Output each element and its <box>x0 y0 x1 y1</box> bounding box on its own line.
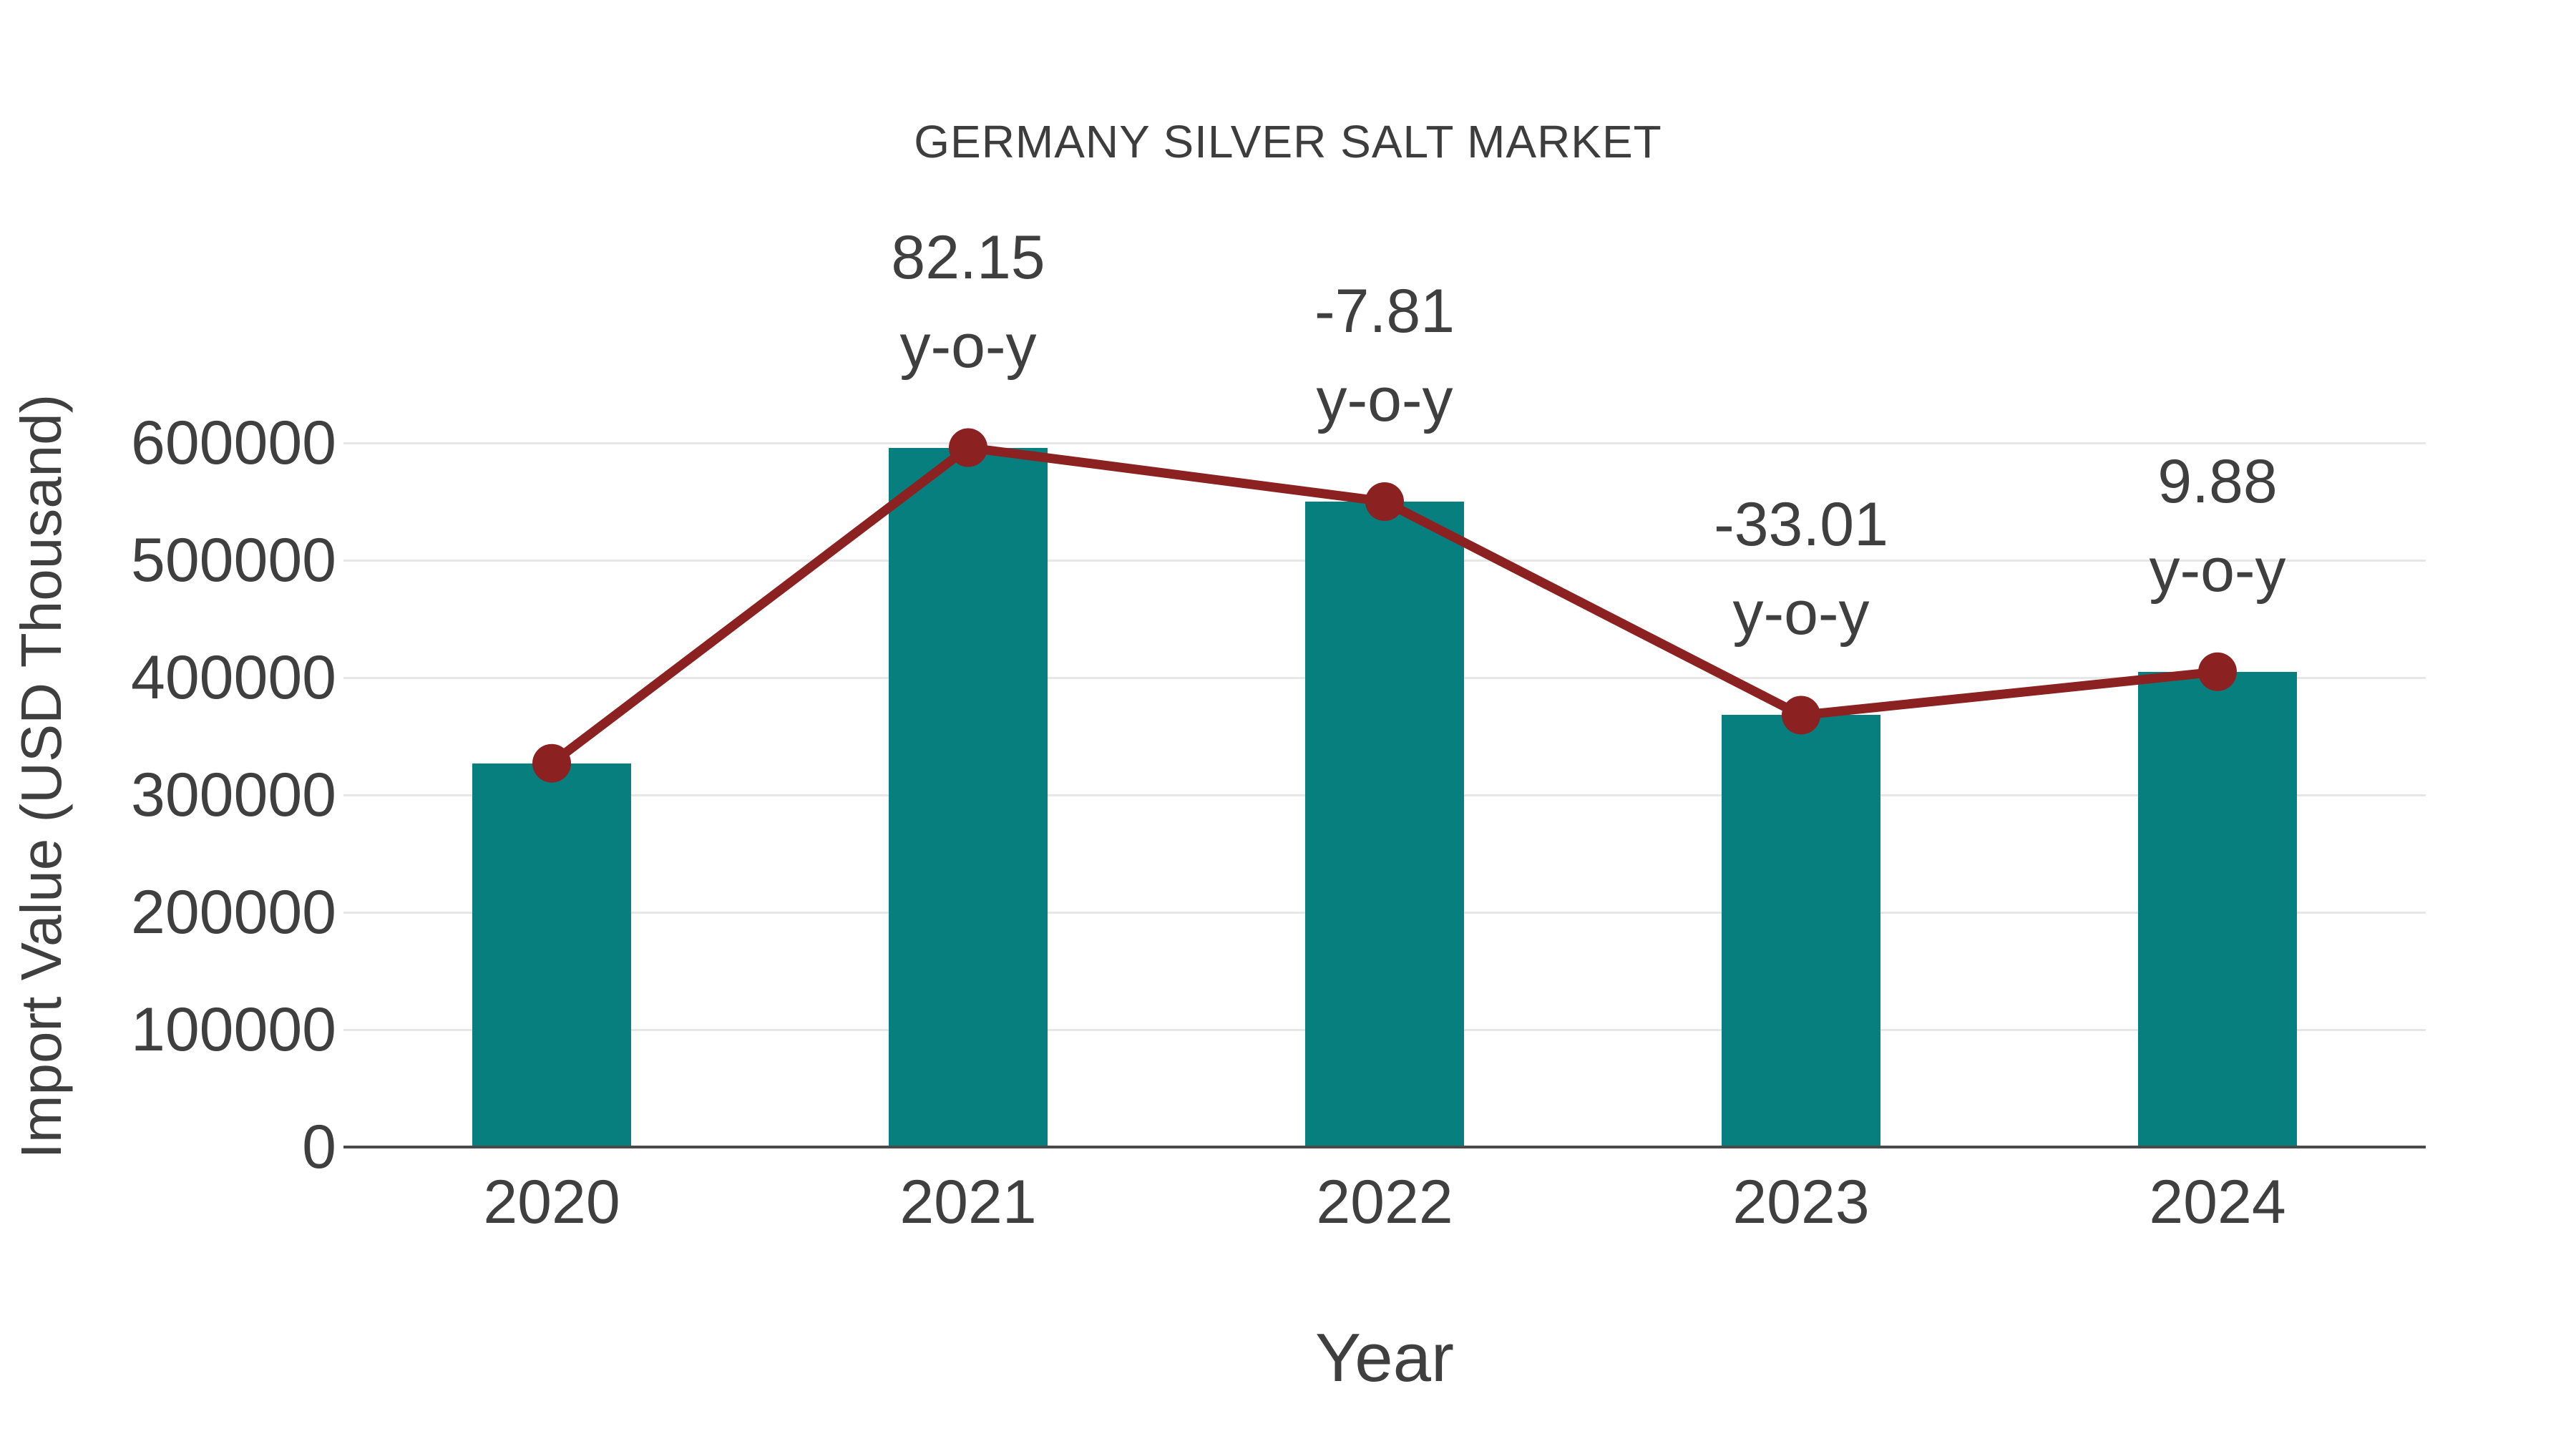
x-tick-label-2020: 2020 <box>483 1168 620 1236</box>
x-tick-label-2022: 2022 <box>1316 1168 1453 1236</box>
yoy-suffix-2023: y-o-y <box>1732 579 1870 648</box>
bar-2020 <box>472 763 631 1147</box>
yoy-suffix-2024: y-o-y <box>2149 535 2286 605</box>
bar-2023 <box>1722 715 1880 1147</box>
y-tick-label: 0 <box>302 1113 336 1181</box>
yoy-annotation-2021: 82.15 y-o-y <box>753 213 1183 391</box>
y-tick-label: 600000 <box>131 409 336 477</box>
yoy-annotation-2022: -7.81 y-o-y <box>1170 267 1599 444</box>
x-tick-label-2024: 2024 <box>2149 1168 2286 1236</box>
y-tick-label: 500000 <box>131 526 336 595</box>
data-point-marker-2024 <box>2198 652 2237 691</box>
x-tick-label-2023: 2023 <box>1732 1168 1870 1236</box>
yoy-annotation-2023: -33.01 y-o-y <box>1586 480 2016 658</box>
yoy-annotation-2024: 9.88 y-o-y <box>2003 437 2432 615</box>
x-tick-label-2021: 2021 <box>899 1168 1037 1236</box>
yoy-value-2023: -33.01 <box>1714 490 1888 560</box>
y-tick-label: 300000 <box>131 761 336 829</box>
data-point-marker-2021 <box>949 428 987 467</box>
yoy-suffix-2021: y-o-y <box>899 311 1037 381</box>
yoy-value-2021: 82.15 <box>891 223 1045 292</box>
yoy-value-2022: -7.81 <box>1314 277 1455 346</box>
y-tick-label: 100000 <box>131 995 336 1064</box>
bar-2024 <box>2138 671 2297 1147</box>
data-point-marker-2023 <box>1782 696 1820 735</box>
gridline-600000 <box>343 441 2426 444</box>
yoy-suffix-2022: y-o-y <box>1316 366 1453 434</box>
yoy-value-2024: 9.88 <box>2157 447 2278 516</box>
y-tick-label: 200000 <box>131 878 336 947</box>
x-axis-title: Year <box>1315 1319 1454 1396</box>
data-point-marker-2020 <box>532 743 571 783</box>
y-tick-label: 400000 <box>131 643 336 712</box>
data-point-marker-2022 <box>1365 482 1404 521</box>
bar-2021 <box>889 447 1048 1147</box>
x-axis-line <box>343 1146 2426 1148</box>
chart-title: GERMANY SILVER SALT MARKET <box>914 116 1662 167</box>
bar-2022 <box>1305 502 1464 1147</box>
